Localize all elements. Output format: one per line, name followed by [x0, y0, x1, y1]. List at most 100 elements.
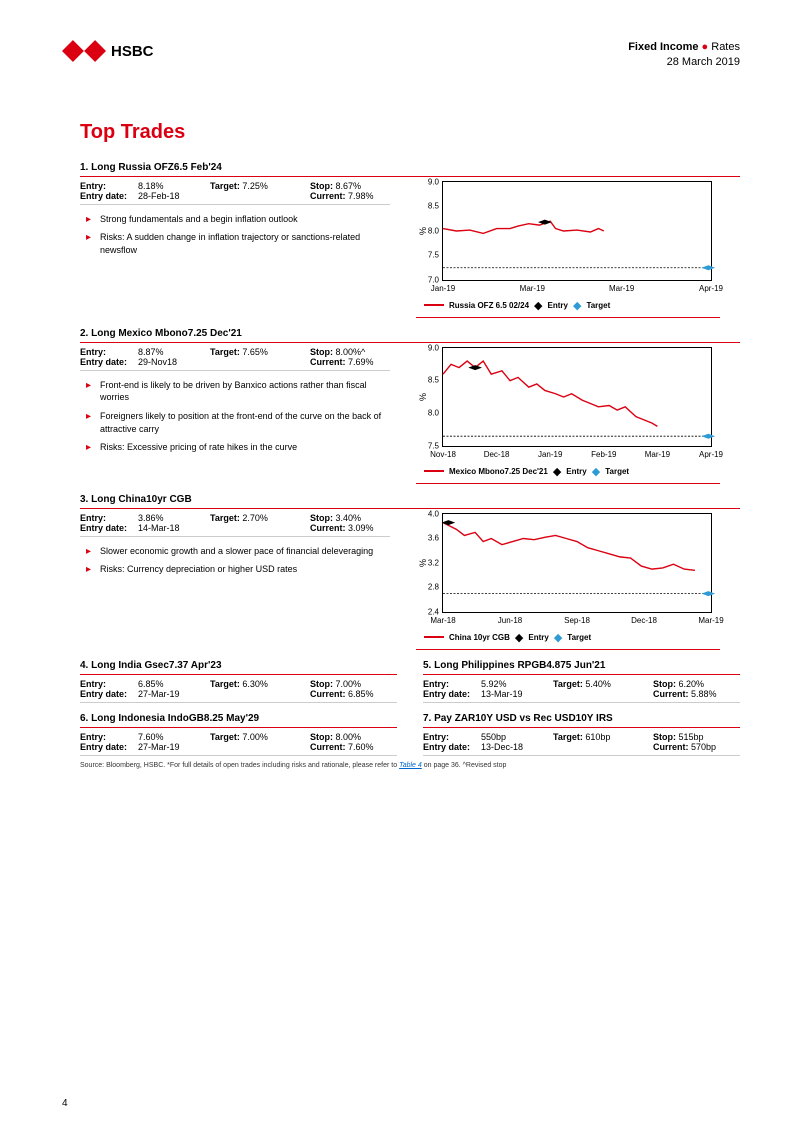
legend-entry-label: Entry [548, 301, 568, 310]
legend-target-label: Target [586, 301, 610, 310]
y-tick: 3.6 [428, 534, 443, 543]
y-tick: 4.0 [428, 509, 443, 518]
legend-line-icon [424, 470, 444, 472]
trade-chart: % 9.08.58.07.5Nov-18Dec-18Jan-19Feb-19Ma… [416, 347, 720, 484]
trade-title: 1. Long Russia OFZ6.5 Feb'24 [80, 162, 740, 177]
entry-value: 7.60% [138, 732, 164, 742]
stop-value: 3.40% [336, 513, 362, 523]
x-tick: Mar-19 [645, 446, 670, 459]
x-tick: Mar-19 [520, 280, 545, 293]
chart-legend: Mexico Mbono7.25 Dec'21 ◆ Entry ◆ Target [424, 465, 720, 478]
trade-title: 4. Long India Gsec7.37 Apr'23 [80, 660, 397, 675]
y-axis-label: % [418, 227, 428, 235]
legend-target-icon: ◆ [554, 631, 562, 644]
chart-plot-area: % 9.08.58.07.57.0Jan-19Mar-19Mar-19Apr-1… [442, 181, 712, 281]
stop-value: 8.67% [336, 181, 362, 191]
category-light: Rates [711, 41, 740, 53]
target-value: 7.00% [242, 732, 268, 742]
legend-entry-icon: ◆ [534, 299, 542, 312]
header-meta: Fixed Income ● Rates 28 March 2019 [628, 40, 740, 71]
bullet-item: Strong fundamentals and a begin inflatio… [90, 213, 390, 226]
y-tick: 9.0 [428, 177, 443, 186]
trade-block-small: 4. Long India Gsec7.37 Apr'23 Entry:6.85… [80, 660, 397, 703]
current-value: 7.98% [348, 191, 374, 201]
entry-marker-icon [442, 520, 456, 525]
stop-value: 515bp [679, 732, 704, 742]
stop-value: 7.00% [336, 679, 362, 689]
trade-stats: Entry:5.92% Target: 5.40% Stop: 6.20% En… [423, 679, 740, 703]
stop-value: 8.00% [336, 732, 362, 742]
bullet-item: Risks: Currency depreciation or higher U… [90, 563, 390, 576]
current-value: 7.60% [348, 742, 374, 752]
legend-target-label: Target [605, 467, 629, 476]
entry-date-value: 27-Mar-19 [138, 742, 180, 752]
target-value: 2.70% [242, 513, 268, 523]
entry-marker-icon [538, 219, 552, 224]
page-number: 4 [62, 1098, 68, 1109]
category-bold: Fixed Income [628, 41, 698, 53]
trade-title: 7. Pay ZAR10Y USD vs Rec USD10Y IRS [423, 713, 740, 728]
footnote-link[interactable]: Table 4 [399, 762, 422, 769]
target-value: 610bp [585, 732, 610, 742]
legend-line-icon [424, 304, 444, 306]
trade-block: 3. Long China10yr CGB Entry:3.86% Target… [80, 494, 740, 650]
stop-value: 8.00%^ [336, 347, 366, 357]
bullet-item: Slower economic growth and a slower pace… [90, 545, 390, 558]
bullet-item: Risks: A sudden change in inflation traj… [90, 231, 390, 256]
x-tick: Sep-18 [564, 612, 590, 625]
separator-dot-icon: ● [702, 41, 712, 53]
hsbc-hexagon-icon [62, 40, 106, 62]
bullet-item: Front-end is likely to be driven by Banx… [90, 379, 390, 404]
y-tick: 2.8 [428, 583, 443, 592]
trade-title: 6. Long Indonesia IndoGB8.25 May'29 [80, 713, 397, 728]
entry-value: 8.18% [138, 181, 164, 191]
legend-target-label: Target [567, 633, 591, 642]
trade-title: 5. Long Philippines RPGB4.875 Jun'21 [423, 660, 740, 675]
trade-bullets: Slower economic growth and a slower pace… [80, 545, 390, 576]
x-tick: Nov-18 [430, 446, 456, 459]
legend-entry-icon: ◆ [515, 631, 523, 644]
trade-chart: % 4.03.63.22.82.4Mar-18Jun-18Sep-18Dec-1… [416, 513, 720, 650]
legend-target-icon: ◆ [573, 299, 581, 312]
x-tick: Jan-19 [431, 280, 455, 293]
legend-entry-label: Entry [528, 633, 548, 642]
trade-stats: Entry:7.60% Target: 7.00% Stop: 8.00% En… [80, 732, 397, 756]
trade-block: 2. Long Mexico Mbono7.25 Dec'21 Entry:8.… [80, 328, 740, 484]
x-tick: Feb-19 [591, 446, 616, 459]
target-marker-icon [701, 433, 715, 438]
x-tick: Jan-19 [538, 446, 562, 459]
current-value: 3.09% [348, 523, 374, 533]
y-axis-label: % [418, 559, 428, 567]
x-tick: Jun-18 [498, 612, 522, 625]
y-tick: 8.5 [428, 202, 443, 211]
y-tick: 9.0 [428, 343, 443, 352]
current-value: 6.85% [348, 689, 374, 699]
target-value: 5.40% [585, 679, 611, 689]
target-marker-icon [701, 265, 715, 270]
current-value: 570bp [691, 742, 716, 752]
target-value: 7.65% [242, 347, 268, 357]
footnote-post: on page 36. ^Revised stop [422, 762, 507, 769]
trade-block: 1. Long Russia OFZ6.5 Feb'24 Entry:8.18%… [80, 162, 740, 318]
current-value: 7.69% [348, 357, 374, 367]
entry-date-value: 14-Mar-18 [138, 523, 180, 533]
entry-date-value: 29-Nov18 [138, 357, 177, 367]
legend-series-label: Mexico Mbono7.25 Dec'21 [449, 467, 548, 476]
x-tick: Dec-18 [631, 612, 657, 625]
legend-series-label: China 10yr CGB [449, 633, 510, 642]
trade-bullets: Front-end is likely to be driven by Banx… [80, 379, 390, 454]
trade-stats: Entry:6.85% Target: 6.30% Stop: 7.00% En… [80, 679, 397, 703]
y-tick: 7.5 [428, 251, 443, 260]
bullet-item: Foreigners likely to position at the fro… [90, 410, 390, 435]
bullet-item: Risks: Excessive pricing of rate hikes i… [90, 441, 390, 454]
y-tick: 8.0 [428, 409, 443, 418]
entry-date-value: 28-Feb-18 [138, 191, 180, 201]
trade-title: 2. Long Mexico Mbono7.25 Dec'21 [80, 328, 740, 343]
chart-legend: China 10yr CGB ◆ Entry ◆ Target [424, 631, 720, 644]
x-tick: Apr-19 [699, 446, 723, 459]
entry-date-value: 27-Mar-19 [138, 689, 180, 699]
trade-block-small: 5. Long Philippines RPGB4.875 Jun'21 Ent… [423, 660, 740, 703]
trade-block-small: 7. Pay ZAR10Y USD vs Rec USD10Y IRS Entr… [423, 713, 740, 756]
chart-legend: Russia OFZ 6.5 02/24 ◆ Entry ◆ Target [424, 299, 720, 312]
x-tick: Mar-19 [609, 280, 634, 293]
